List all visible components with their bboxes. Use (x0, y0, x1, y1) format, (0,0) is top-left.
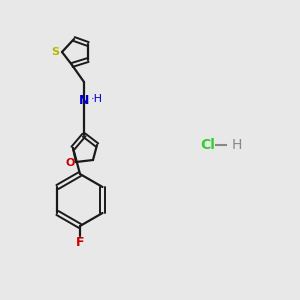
Text: O: O (65, 158, 75, 168)
Text: Cl: Cl (200, 138, 215, 152)
Text: N: N (79, 94, 89, 106)
Text: S: S (51, 47, 59, 57)
Text: F: F (76, 236, 84, 248)
Text: ·H: ·H (91, 94, 103, 104)
Text: H: H (232, 138, 242, 152)
